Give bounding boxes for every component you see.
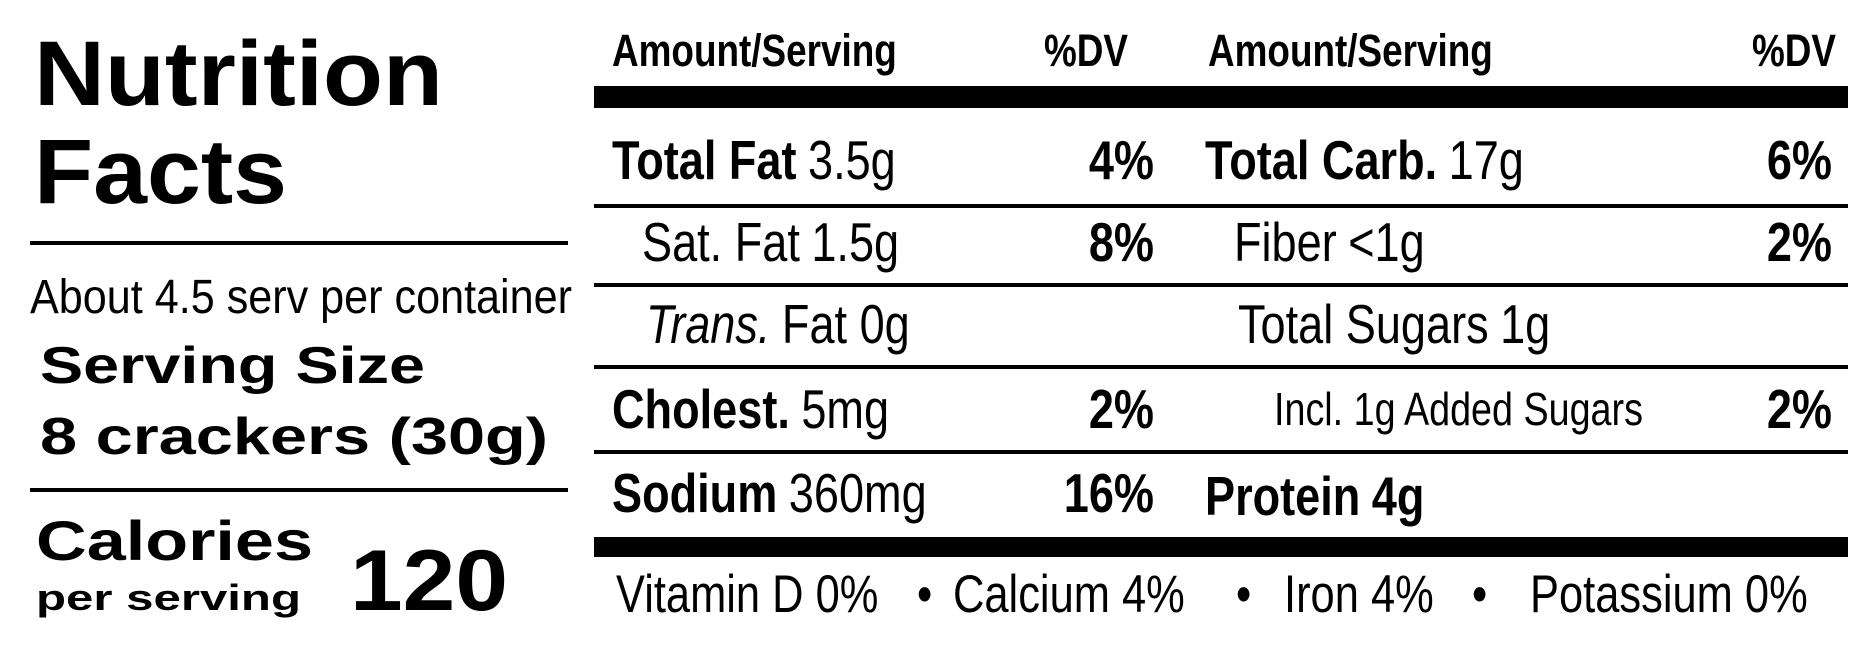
row-divider (594, 283, 1848, 287)
nutrient-label: Total Sugars (1238, 293, 1489, 355)
micronutrient: Iron 4% (1284, 565, 1434, 624)
servings-per-container: About 4.5 serv per container (30, 271, 572, 324)
title-line: Facts (34, 121, 287, 223)
calories-sublabel: per serving (36, 577, 301, 618)
nutrient: Total Carb. 17g (1205, 129, 1524, 191)
nutrient: Fiber <1g (1234, 211, 1425, 273)
daily-value: 2% (1767, 211, 1832, 273)
nutrient-label: Sat. Fat (642, 211, 800, 273)
nutrient-label: Sodium (612, 462, 777, 524)
column-header: Amount/Serving (612, 26, 897, 76)
nutrient: Trans. Fat 0g (646, 293, 910, 355)
micronutrient: Vitamin D 0% (616, 565, 878, 624)
row-divider (594, 450, 1848, 454)
daily-value: 4% (1089, 129, 1154, 191)
nutrient-label: Cholest. (612, 378, 790, 440)
nutrient-amount: Fat 0g (782, 293, 910, 355)
serving-size-value: 8 crackers (30g) (40, 408, 548, 466)
micronutrient: Potassium 0% (1530, 565, 1808, 624)
thick-bar (594, 537, 1848, 557)
daily-value: 2% (1767, 378, 1832, 440)
calories-value: 120 (350, 533, 508, 629)
nutrient-amount: 360mg (789, 462, 927, 524)
divider (30, 241, 568, 245)
column-header: Amount/Serving (1208, 26, 1493, 76)
nutrient: Cholest. 5mg (612, 378, 889, 440)
title-line: Nutrition (34, 23, 443, 125)
daily-value: 2% (1089, 378, 1154, 440)
nutrient-label: Fiber (1234, 211, 1337, 273)
nutrient: Sodium 360mg (612, 462, 927, 524)
daily-value: 8% (1089, 211, 1154, 273)
nutrient-label: Total Carb. (1205, 129, 1437, 191)
separator: • (917, 565, 932, 624)
daily-value: 6% (1767, 129, 1832, 191)
serving-size-label: Serving Size (40, 337, 425, 395)
column-header: %DV (1752, 26, 1837, 76)
row-divider (594, 204, 1848, 208)
thick-bar (594, 86, 1848, 108)
nutrient: Sat. Fat 1.5g (642, 211, 899, 273)
nutrient-amount: 5mg (801, 378, 889, 440)
calories-label: Calories (36, 509, 313, 572)
nutrient-label: Trans. (646, 293, 770, 355)
column-header: %DV (1044, 26, 1129, 76)
divider (30, 488, 568, 492)
nutrient-label: Protein (1205, 465, 1360, 527)
nutrient-amount: 4g (1372, 465, 1425, 527)
separator: • (1236, 565, 1251, 624)
nutrient-amount: <1g (1348, 211, 1424, 273)
nutrient-amount: 1g (1500, 293, 1550, 355)
nutrient-amount: 1.5g (811, 211, 899, 273)
nutrient-label: Incl. 1g Added Sugars (1274, 383, 1643, 434)
daily-value: 16% (1064, 462, 1154, 524)
nutrient: Total Fat 3.5g (612, 129, 896, 191)
separator: • (1472, 565, 1487, 624)
nutrient-label: Total Fat (612, 129, 797, 191)
row-divider (594, 365, 1848, 369)
nutrient: Total Sugars 1g (1238, 293, 1550, 355)
nutrient: Protein 4g (1205, 465, 1424, 527)
nutrient-amount: 3.5g (808, 129, 896, 191)
micronutrient: Calcium 4% (953, 565, 1185, 624)
nutrient-amount: 17g (1449, 129, 1524, 191)
